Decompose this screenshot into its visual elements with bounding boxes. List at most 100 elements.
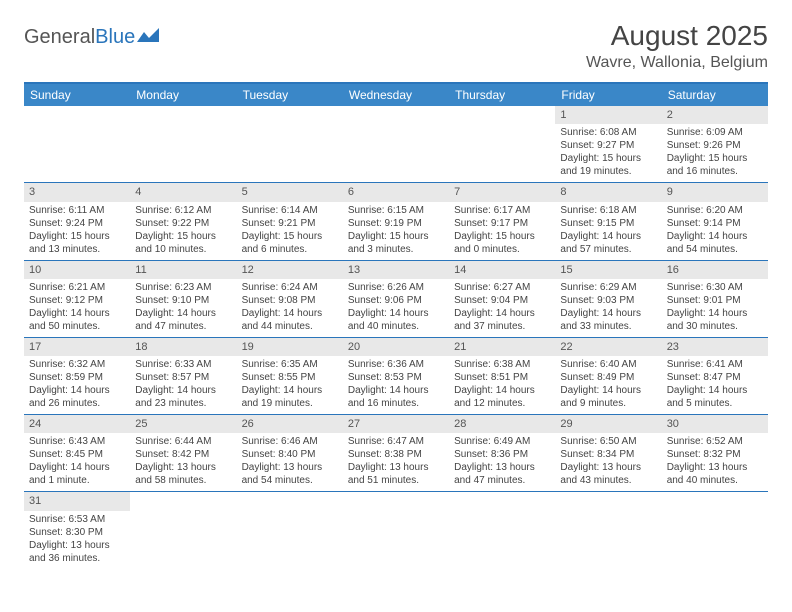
sunset-line: Sunset: 8:47 PM <box>667 371 763 384</box>
day-cell: 3Sunrise: 6:11 AMSunset: 9:24 PMDaylight… <box>24 183 130 259</box>
day-cell: 25Sunrise: 6:44 AMSunset: 8:42 PMDayligh… <box>130 415 236 491</box>
day-cell: 10Sunrise: 6:21 AMSunset: 9:12 PMDayligh… <box>24 261 130 337</box>
daylight-line: Daylight: 15 hours and 13 minutes. <box>29 230 125 256</box>
day-number: 2 <box>662 106 768 124</box>
daylight-line: Daylight: 15 hours and 6 minutes. <box>242 230 338 256</box>
day-content: Sunrise: 6:46 AMSunset: 8:40 PMDaylight:… <box>237 433 343 491</box>
weekday-header: Wednesday <box>343 84 449 106</box>
day-number: 11 <box>130 261 236 279</box>
daylight-line: Daylight: 13 hours and 47 minutes. <box>454 461 550 487</box>
day-number: 29 <box>555 415 661 433</box>
day-number: 22 <box>555 338 661 356</box>
sunrise-line: Sunrise: 6:12 AM <box>135 204 231 217</box>
day-content: Sunrise: 6:33 AMSunset: 8:57 PMDaylight:… <box>130 356 236 414</box>
day-content: Sunrise: 6:38 AMSunset: 8:51 PMDaylight:… <box>449 356 555 414</box>
day-cell-empty <box>237 492 343 568</box>
sunset-line: Sunset: 9:03 PM <box>560 294 656 307</box>
logo-flag-icon <box>137 28 159 42</box>
day-content: Sunrise: 6:17 AMSunset: 9:17 PMDaylight:… <box>449 202 555 260</box>
day-cell: 1Sunrise: 6:08 AMSunset: 9:27 PMDaylight… <box>555 106 661 182</box>
day-cell: 16Sunrise: 6:30 AMSunset: 9:01 PMDayligh… <box>662 261 768 337</box>
sunrise-line: Sunrise: 6:14 AM <box>242 204 338 217</box>
day-content: Sunrise: 6:29 AMSunset: 9:03 PMDaylight:… <box>555 279 661 337</box>
daylight-line: Daylight: 13 hours and 40 minutes. <box>667 461 763 487</box>
sunset-line: Sunset: 8:36 PM <box>454 448 550 461</box>
day-content: Sunrise: 6:47 AMSunset: 8:38 PMDaylight:… <box>343 433 449 491</box>
day-cell: 5Sunrise: 6:14 AMSunset: 9:21 PMDaylight… <box>237 183 343 259</box>
weekday-header: Thursday <box>449 84 555 106</box>
sunrise-line: Sunrise: 6:32 AM <box>29 358 125 371</box>
sunset-line: Sunset: 9:10 PM <box>135 294 231 307</box>
day-content: Sunrise: 6:44 AMSunset: 8:42 PMDaylight:… <box>130 433 236 491</box>
day-content: Sunrise: 6:30 AMSunset: 9:01 PMDaylight:… <box>662 279 768 337</box>
daylight-line: Daylight: 14 hours and 40 minutes. <box>348 307 444 333</box>
day-cell: 2Sunrise: 6:09 AMSunset: 9:26 PMDaylight… <box>662 106 768 182</box>
sunset-line: Sunset: 9:14 PM <box>667 217 763 230</box>
sunrise-line: Sunrise: 6:38 AM <box>454 358 550 371</box>
day-cell: 23Sunrise: 6:41 AMSunset: 8:47 PMDayligh… <box>662 338 768 414</box>
daylight-line: Daylight: 14 hours and 30 minutes. <box>667 307 763 333</box>
sunset-line: Sunset: 8:57 PM <box>135 371 231 384</box>
daylight-line: Daylight: 14 hours and 50 minutes. <box>29 307 125 333</box>
sunset-line: Sunset: 8:32 PM <box>667 448 763 461</box>
day-cell-empty <box>449 106 555 182</box>
sunset-line: Sunset: 9:15 PM <box>560 217 656 230</box>
day-cell-empty <box>343 492 449 568</box>
day-cell-empty <box>662 492 768 568</box>
day-cell: 27Sunrise: 6:47 AMSunset: 8:38 PMDayligh… <box>343 415 449 491</box>
week-row: 17Sunrise: 6:32 AMSunset: 8:59 PMDayligh… <box>24 338 768 415</box>
title-block: August 2025 Wavre, Wallonia, Belgium <box>586 20 768 72</box>
day-content: Sunrise: 6:09 AMSunset: 9:26 PMDaylight:… <box>662 124 768 182</box>
sunrise-line: Sunrise: 6:08 AM <box>560 126 656 139</box>
sunset-line: Sunset: 9:26 PM <box>667 139 763 152</box>
weekday-header: Friday <box>555 84 661 106</box>
day-number: 12 <box>237 261 343 279</box>
daylight-line: Daylight: 15 hours and 16 minutes. <box>667 152 763 178</box>
sunset-line: Sunset: 8:38 PM <box>348 448 444 461</box>
week-row: 10Sunrise: 6:21 AMSunset: 9:12 PMDayligh… <box>24 261 768 338</box>
day-content: Sunrise: 6:20 AMSunset: 9:14 PMDaylight:… <box>662 202 768 260</box>
day-cell: 28Sunrise: 6:49 AMSunset: 8:36 PMDayligh… <box>449 415 555 491</box>
day-cell: 9Sunrise: 6:20 AMSunset: 9:14 PMDaylight… <box>662 183 768 259</box>
day-number: 14 <box>449 261 555 279</box>
daylight-line: Daylight: 13 hours and 43 minutes. <box>560 461 656 487</box>
daylight-line: Daylight: 15 hours and 3 minutes. <box>348 230 444 256</box>
sunset-line: Sunset: 8:49 PM <box>560 371 656 384</box>
sunrise-line: Sunrise: 6:43 AM <box>29 435 125 448</box>
day-cell: 12Sunrise: 6:24 AMSunset: 9:08 PMDayligh… <box>237 261 343 337</box>
day-cell: 29Sunrise: 6:50 AMSunset: 8:34 PMDayligh… <box>555 415 661 491</box>
sunrise-line: Sunrise: 6:26 AM <box>348 281 444 294</box>
day-number: 23 <box>662 338 768 356</box>
day-content: Sunrise: 6:11 AMSunset: 9:24 PMDaylight:… <box>24 202 130 260</box>
sunrise-line: Sunrise: 6:40 AM <box>560 358 656 371</box>
day-cell: 11Sunrise: 6:23 AMSunset: 9:10 PMDayligh… <box>130 261 236 337</box>
day-number: 3 <box>24 183 130 201</box>
day-content: Sunrise: 6:49 AMSunset: 8:36 PMDaylight:… <box>449 433 555 491</box>
day-number: 1 <box>555 106 661 124</box>
daylight-line: Daylight: 14 hours and 44 minutes. <box>242 307 338 333</box>
sunrise-line: Sunrise: 6:27 AM <box>454 281 550 294</box>
sunrise-line: Sunrise: 6:23 AM <box>135 281 231 294</box>
week-row: 1Sunrise: 6:08 AMSunset: 9:27 PMDaylight… <box>24 106 768 183</box>
sunrise-line: Sunrise: 6:11 AM <box>29 204 125 217</box>
sunset-line: Sunset: 8:55 PM <box>242 371 338 384</box>
sunset-line: Sunset: 8:51 PM <box>454 371 550 384</box>
day-number: 19 <box>237 338 343 356</box>
sunset-line: Sunset: 9:01 PM <box>667 294 763 307</box>
day-number: 15 <box>555 261 661 279</box>
sunrise-line: Sunrise: 6:24 AM <box>242 281 338 294</box>
sunset-line: Sunset: 8:59 PM <box>29 371 125 384</box>
sunset-line: Sunset: 8:30 PM <box>29 526 125 539</box>
daylight-line: Daylight: 14 hours and 23 minutes. <box>135 384 231 410</box>
day-cell: 8Sunrise: 6:18 AMSunset: 9:15 PMDaylight… <box>555 183 661 259</box>
day-number: 13 <box>343 261 449 279</box>
day-cell-empty <box>130 106 236 182</box>
day-cell-empty <box>343 106 449 182</box>
day-cell: 4Sunrise: 6:12 AMSunset: 9:22 PMDaylight… <box>130 183 236 259</box>
day-content: Sunrise: 6:24 AMSunset: 9:08 PMDaylight:… <box>237 279 343 337</box>
weekday-header: Saturday <box>662 84 768 106</box>
day-content: Sunrise: 6:52 AMSunset: 8:32 PMDaylight:… <box>662 433 768 491</box>
weekday-header: Sunday <box>24 84 130 106</box>
sunrise-line: Sunrise: 6:17 AM <box>454 204 550 217</box>
daylight-line: Daylight: 14 hours and 54 minutes. <box>667 230 763 256</box>
